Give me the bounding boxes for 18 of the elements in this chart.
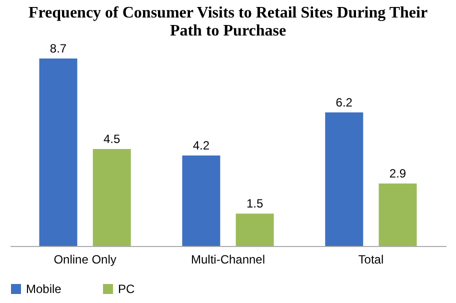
data-label: 6.2 xyxy=(336,95,353,110)
legend-label: Mobile xyxy=(26,282,62,296)
bar xyxy=(378,183,417,246)
data-label: 8.7 xyxy=(50,41,67,56)
data-label: 1.5 xyxy=(246,196,264,211)
data-label: 4.5 xyxy=(104,132,121,146)
x-tick-label: Total xyxy=(358,252,384,266)
x-tick-label: Online Only xyxy=(54,252,116,266)
bar xyxy=(39,58,78,246)
bar xyxy=(182,155,220,246)
data-label: 4.2 xyxy=(192,138,210,152)
x-tick-label: Multi-Channel xyxy=(190,252,266,266)
legend-label: PC xyxy=(118,282,136,296)
bar xyxy=(236,214,274,246)
chart-title: Frequency of Consumer Visits to Retail Sites During Their Path to Purchase xyxy=(28,4,428,40)
bar xyxy=(92,149,131,246)
data-label: 2.9 xyxy=(389,166,406,180)
bar xyxy=(325,112,364,246)
